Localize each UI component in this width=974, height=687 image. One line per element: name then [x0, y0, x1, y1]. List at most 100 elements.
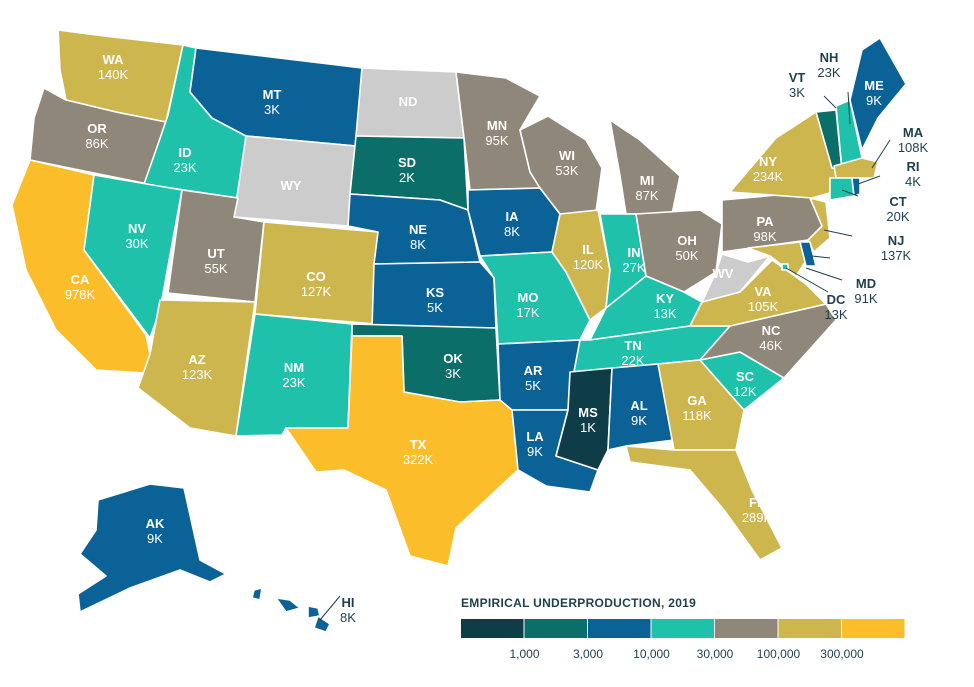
- state-label-fl: FL 289K: [742, 495, 773, 525]
- state-value: 8K: [504, 224, 520, 239]
- state-value: 23K: [282, 375, 305, 390]
- state-label-ks: KS 5K: [426, 285, 444, 315]
- state-abbr: HI: [342, 595, 355, 610]
- state-label-de: DE 8K: [842, 241, 860, 271]
- state-label-nc: NC 46K: [759, 323, 782, 353]
- state-abbr: TN: [624, 338, 641, 353]
- state-value: 8K: [843, 256, 859, 271]
- state-label-or: OR 86K: [85, 121, 108, 151]
- legend-swatches: [461, 619, 905, 638]
- legend-ticks: 1,000 3,000 10,000 30,000 100,000 300,000: [509, 647, 864, 661]
- state-label-ms: MS 1K: [578, 405, 598, 435]
- state-tx: [285, 335, 519, 567]
- state-value: 140K: [98, 67, 129, 82]
- state-value: 9K: [631, 413, 647, 428]
- legend: EMPIRICAL UNDERPRODUCTION, 2019 1,000 3,0…: [461, 596, 905, 661]
- state-value: 20K: [886, 209, 909, 224]
- state-ga: [657, 359, 745, 451]
- state-value: 91K: [854, 291, 877, 306]
- state-label-wi: WI 53K: [555, 148, 578, 178]
- state-abbr: MS: [578, 405, 598, 420]
- state-abbr: DE: [842, 241, 860, 256]
- state-abbr: IL: [582, 242, 594, 257]
- state-label-ut: UT 55K: [204, 246, 227, 276]
- state-abbr: NC: [762, 323, 781, 338]
- state-abbr: NV: [128, 221, 146, 236]
- state-abbr: NE: [409, 222, 427, 237]
- state-il: [551, 209, 611, 321]
- state-label-pa: PA 98K: [753, 214, 776, 244]
- state-value: 30K: [125, 236, 148, 251]
- state-label-md: MD 91K: [854, 276, 877, 306]
- state-value: 95K: [485, 133, 508, 148]
- state-abbr: AR: [524, 363, 543, 378]
- state-value: 53K: [555, 163, 578, 178]
- state-value: 3K: [789, 85, 805, 100]
- state-abbr: WI: [559, 148, 575, 163]
- state-abbr: ME: [864, 78, 884, 93]
- state-value: 55K: [204, 261, 227, 276]
- state-label-dc: DC 13K: [824, 292, 847, 322]
- state-abbr: IA: [506, 209, 520, 224]
- state-abbr: SD: [398, 155, 416, 170]
- state-abbr: NM: [284, 360, 304, 375]
- state-value: 5K: [525, 378, 541, 393]
- legend-swatch: [588, 619, 651, 638]
- state-label-nd: ND: [399, 94, 418, 109]
- state-label-nh: NH 23K: [817, 50, 840, 80]
- legend-swatch: [778, 619, 841, 638]
- state-label-mi: MI 87K: [635, 173, 658, 203]
- state-abbr: NJ: [888, 233, 905, 248]
- state-value: 105K: [748, 299, 779, 314]
- state-abbr: AZ: [188, 352, 205, 367]
- state-ak: [77, 483, 227, 613]
- state-label-ak: AK 9K: [146, 516, 165, 546]
- legend-title: EMPIRICAL UNDERPRODUCTION, 2019: [461, 596, 696, 610]
- state-label-wv: WV: [713, 266, 734, 281]
- state-de: [799, 241, 817, 267]
- state-label-al: AL 9K: [630, 398, 647, 428]
- state-abbr: WV: [713, 266, 734, 281]
- state-value: 9K: [147, 531, 163, 546]
- state-value: 22K: [621, 353, 644, 368]
- state-abbr: IN: [628, 245, 641, 260]
- state-value: 50K: [675, 248, 698, 263]
- state-abbr: ID: [179, 145, 192, 160]
- state-abbr: MD: [856, 276, 876, 291]
- state-value: 123K: [182, 367, 213, 382]
- state-abbr: RI: [907, 159, 920, 174]
- state-label-ia: IA 8K: [504, 209, 520, 239]
- state-hi: [251, 587, 331, 633]
- legend-tick-label: 100,000: [757, 647, 801, 661]
- legend-tick-label: 3,000: [573, 647, 603, 661]
- state-abbr: LA: [526, 429, 544, 444]
- state-ri: [851, 177, 861, 197]
- state-label-mt: MT 3K: [263, 87, 282, 117]
- state-abbr: FL: [749, 495, 765, 510]
- state-value: 3K: [445, 366, 461, 381]
- state-label-mo: MO 17K: [516, 290, 539, 320]
- state-value: 9K: [527, 444, 543, 459]
- state-md: [747, 241, 809, 277]
- state-abbr: CT: [889, 194, 906, 209]
- state-value: 234K: [753, 169, 784, 184]
- state-abbr: MO: [518, 290, 539, 305]
- state-label-ga: GA 118K: [682, 393, 712, 423]
- state-abbr: CA: [71, 272, 90, 287]
- state-value: 17K: [516, 305, 539, 320]
- state-abbr: NY: [759, 154, 777, 169]
- state-az: [137, 299, 256, 437]
- state-value: 127K: [301, 284, 332, 299]
- state-value: 118K: [682, 408, 712, 423]
- state-abbr: NH: [820, 50, 839, 65]
- state-value: 2K: [399, 170, 415, 185]
- state-value: 9K: [866, 93, 882, 108]
- state-label-co: CO 127K: [301, 269, 332, 299]
- state-label-nv: NV 30K: [125, 221, 148, 251]
- state-abbr: OH: [677, 233, 697, 248]
- state-ma: [833, 157, 879, 179]
- leader-lines: [319, 91, 891, 621]
- state-value: 12K: [733, 384, 756, 399]
- state-abbr: GA: [687, 393, 707, 408]
- legend-swatch: [842, 619, 905, 638]
